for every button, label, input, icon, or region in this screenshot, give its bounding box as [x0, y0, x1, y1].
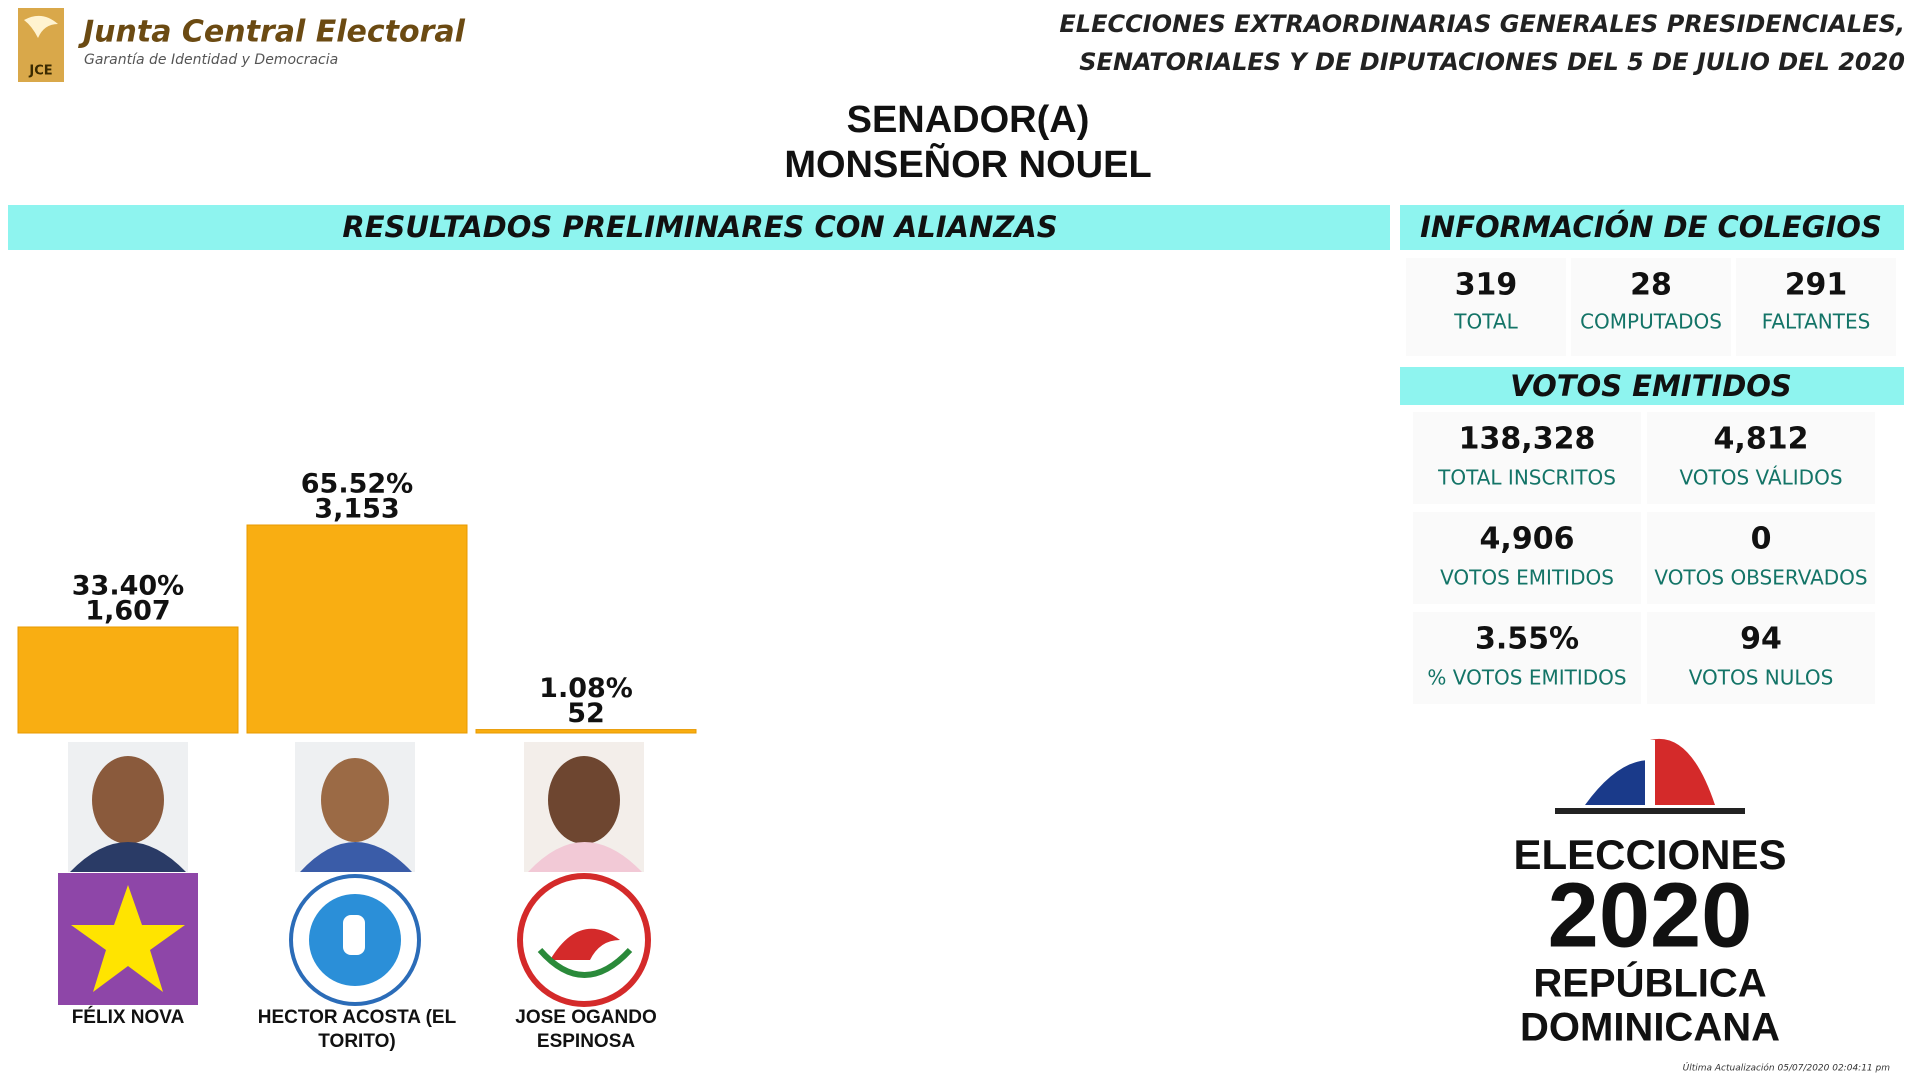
share-label: 33.40% — [72, 570, 184, 601]
info-cell — [1413, 612, 1641, 704]
info-value: 0 — [1751, 522, 1772, 557]
bar — [17, 626, 239, 734]
share-label: 65.52% — [301, 469, 413, 500]
bar — [246, 524, 468, 734]
brand-line: REPÚBLICA — [1533, 960, 1766, 1006]
info-cell — [1736, 258, 1896, 356]
info-cell — [1406, 258, 1566, 356]
info-label: FALTANTES — [1762, 310, 1871, 334]
colegios-band — [1400, 205, 1904, 250]
election-title: ELECCIONES EXTRAORDINARIAS GENERALES PRE… — [1059, 10, 1905, 38]
info-cell — [1647, 412, 1875, 504]
party-logo — [517, 873, 651, 1007]
info-cell — [1413, 512, 1641, 604]
info-value: 4,812 — [1714, 422, 1809, 457]
info-cell — [1647, 512, 1875, 604]
brand-line: DOMINICANA — [1520, 1006, 1780, 1050]
info-label: VOTOS NULOS — [1689, 666, 1834, 690]
election-title: SENATORIALES Y DE DIPUTACIONES DEL 5 DE … — [1079, 48, 1905, 76]
info-value: 319 — [1455, 268, 1518, 303]
info-value: 94 — [1740, 622, 1782, 657]
bar — [475, 729, 697, 734]
votos-band — [1400, 367, 1904, 405]
info-label: COMPUTADOS — [1580, 310, 1722, 334]
info-label: VOTOS OBSERVADOS — [1654, 566, 1867, 590]
jce-emblem-mark — [24, 15, 58, 38]
info-label: % VOTOS EMITIDOS — [1427, 666, 1626, 690]
org-name: Junta Central Electoral — [78, 15, 466, 50]
org-abbr: JCE — [28, 64, 52, 79]
info-value: 28 — [1630, 268, 1672, 303]
info-cell — [1647, 612, 1875, 704]
value-label: 3,153 — [314, 494, 399, 525]
brand-line: ELECCIONES — [1513, 831, 1786, 878]
party-logo — [58, 873, 198, 1005]
info-value: 4,906 — [1480, 522, 1575, 557]
votos-title: VOTOS EMITIDOS — [1510, 369, 1792, 403]
results-band — [8, 205, 1390, 250]
brand-year: 2020 — [1548, 864, 1753, 966]
info-value: 3.55% — [1475, 622, 1579, 657]
party-logo — [289, 874, 421, 1006]
brand-flag — [1645, 740, 1655, 805]
info-label: TOTAL INSCRITOS — [1437, 466, 1616, 490]
candidate-name: HECTOR ACOSTA (EL TORITO) — [257, 1007, 457, 1052]
value-label: 52 — [567, 698, 605, 729]
brand-rule — [1555, 808, 1745, 814]
value-label: 1,607 — [85, 595, 170, 626]
colegios-title: INFORMACIÓN DE COLEGIOS — [1420, 210, 1882, 244]
candidate-photo — [68, 742, 188, 872]
info-cell — [1413, 412, 1641, 504]
office-title: SENADOR(A) — [847, 99, 1090, 141]
info-value: 291 — [1785, 268, 1848, 303]
candidate-name: JOSE OGANDO ESPINOSA — [515, 1007, 657, 1052]
org-tagline: Garantía de Identidad y Democracia — [84, 52, 338, 68]
share-label: 1.08% — [539, 673, 633, 704]
candidate-photo — [524, 742, 644, 872]
candidate-photo — [295, 742, 415, 872]
info-value: 138,328 — [1459, 422, 1596, 457]
last-updated: Última Actualización 05/07/2020 02:04:11… — [1683, 1062, 1891, 1074]
info-label: TOTAL — [1453, 310, 1518, 334]
brand-flag — [1650, 738, 1715, 805]
candidate-name: FÉLIX NOVA — [71, 1007, 185, 1028]
info-cell — [1571, 258, 1731, 356]
chart-title: RESULTADOS PRELIMINARES CON ALIANZAS — [342, 210, 1057, 244]
province-title: MONSEÑOR NOUEL — [784, 142, 1151, 186]
info-label: VOTOS EMITIDOS — [1440, 566, 1614, 590]
info-label: VOTOS VÁLIDOS — [1679, 466, 1842, 490]
